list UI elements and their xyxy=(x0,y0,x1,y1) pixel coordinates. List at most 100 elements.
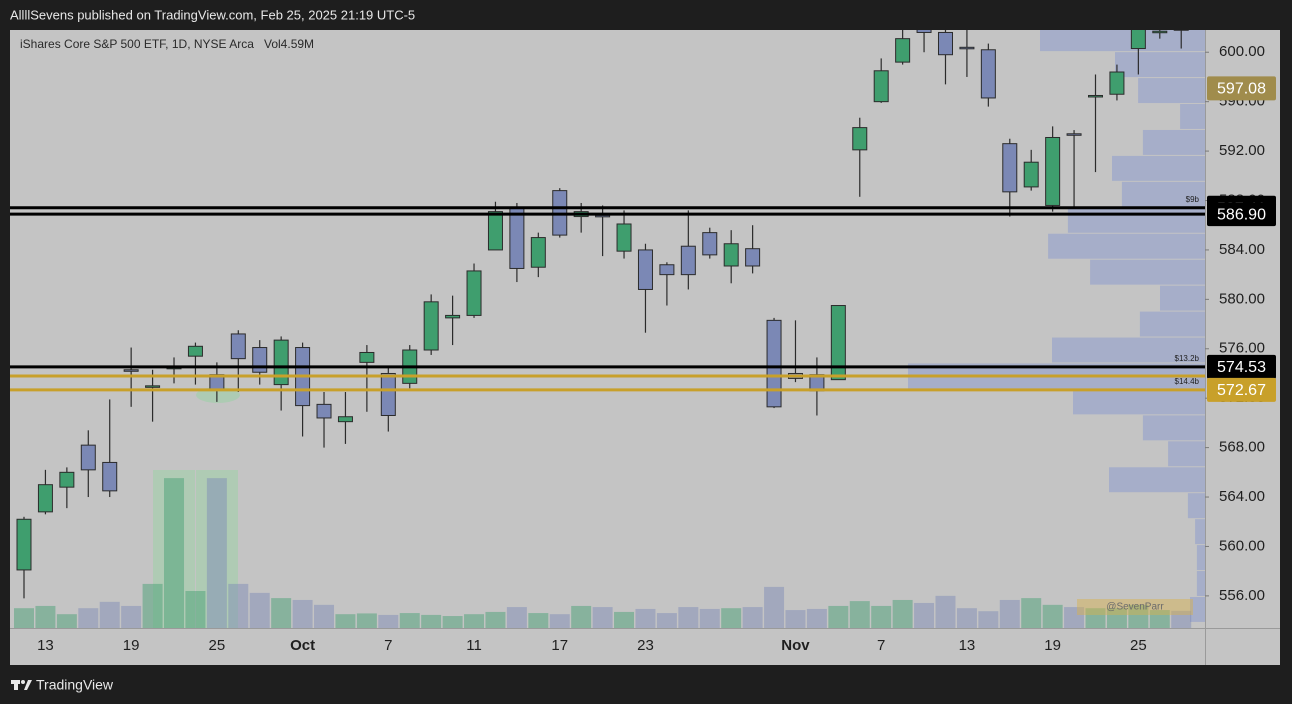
candle-body xyxy=(1088,94,1103,98)
volume-bar xyxy=(335,614,356,628)
candle-body xyxy=(530,237,546,268)
candle-body xyxy=(230,333,246,360)
candle-body xyxy=(59,471,75,488)
profile-bar xyxy=(1048,233,1205,259)
published-line: AllllSevens published on TradingView.com… xyxy=(10,7,415,22)
candle-body xyxy=(680,245,696,276)
candle-body xyxy=(316,403,332,419)
y-tick-label: 592.00 xyxy=(1219,142,1265,159)
legend: iShares Core S&P 500 ETF, 1D, NYSE Arca xyxy=(20,37,254,51)
y-tick-label: 600.00 xyxy=(1219,43,1265,60)
candle-body xyxy=(637,249,653,290)
profile-bar xyxy=(1138,78,1205,104)
candle-body xyxy=(359,351,375,363)
candle-body xyxy=(80,444,96,471)
volume-bar xyxy=(592,607,613,628)
profile-bar xyxy=(1121,181,1205,207)
volume-bar xyxy=(292,599,313,628)
volume-bar xyxy=(35,605,56,628)
volume-bar xyxy=(999,599,1020,628)
x-tick-label: 19 xyxy=(1044,637,1061,654)
candle-body xyxy=(445,314,461,319)
brand-logo xyxy=(11,680,32,690)
candle-body xyxy=(1023,161,1039,188)
profile-bar xyxy=(1112,155,1205,181)
volume-highlight xyxy=(196,470,238,628)
volume-bar xyxy=(1106,608,1127,628)
volume-bar xyxy=(1085,608,1106,628)
y-tick-label: 584.00 xyxy=(1219,241,1265,258)
profile-bar xyxy=(1040,30,1205,52)
x-tick-label: 19 xyxy=(123,637,140,654)
candle-body xyxy=(852,127,868,151)
profile-bar xyxy=(1142,415,1205,441)
brand: TradingView xyxy=(36,677,114,693)
profile-bar xyxy=(1109,467,1205,493)
profile-bar xyxy=(1196,571,1205,596)
candle-body xyxy=(16,518,32,571)
volume-bar xyxy=(806,608,827,628)
y-tick-label: 564.00 xyxy=(1219,488,1265,505)
profile-bar xyxy=(1142,129,1205,155)
volume-bar xyxy=(742,607,763,628)
volume-bar xyxy=(314,604,335,628)
profile-bar xyxy=(1139,311,1205,337)
volume-bar xyxy=(1128,604,1149,628)
candle-body xyxy=(145,385,161,388)
candle-body xyxy=(766,319,782,408)
candle-body xyxy=(702,232,718,256)
candle-body xyxy=(466,270,482,316)
profile-bar xyxy=(1115,52,1205,78)
volume-bar xyxy=(421,614,442,628)
volume-bar xyxy=(78,608,99,628)
candle-body xyxy=(487,211,503,251)
candle-body xyxy=(1173,30,1189,31)
x-tick-label: 13 xyxy=(37,637,54,654)
price-tag xyxy=(1207,354,1276,379)
profile-bar xyxy=(1187,493,1205,519)
volume-bar xyxy=(1042,604,1063,628)
volume-bar xyxy=(164,478,185,628)
x-tick-label: 13 xyxy=(959,637,976,654)
volume-bar xyxy=(699,608,720,628)
candle-body xyxy=(380,372,396,416)
profile-bar xyxy=(1168,441,1205,467)
volume-bar xyxy=(142,583,163,628)
profile-bar xyxy=(1052,337,1205,363)
volume-bar xyxy=(1064,607,1085,628)
volume-bar xyxy=(571,605,592,628)
volume-bar xyxy=(528,613,549,628)
volume-bar xyxy=(1021,598,1042,628)
volume-bar xyxy=(249,592,270,628)
profile-bar xyxy=(1196,545,1205,571)
volume-bar xyxy=(978,611,999,628)
watermark: @SevenParr xyxy=(1106,602,1164,613)
volume-bar xyxy=(442,616,463,628)
x-tick-label: 17 xyxy=(551,637,568,654)
y-tick-label: 580.00 xyxy=(1219,290,1265,307)
candle-body xyxy=(895,38,911,63)
volume-bar xyxy=(678,607,699,628)
volume-bar xyxy=(185,590,206,628)
x-tick-label: 25 xyxy=(1130,637,1147,654)
profile-bar xyxy=(1190,596,1205,622)
candle-body xyxy=(252,347,268,373)
candle-body xyxy=(1066,133,1082,136)
candle-body xyxy=(980,49,996,99)
candle-body xyxy=(830,305,846,381)
candle-body xyxy=(873,70,889,103)
level-annotation: $9b xyxy=(1186,195,1200,204)
x-tick-label: 7 xyxy=(877,637,885,654)
candle-body xyxy=(1109,71,1125,95)
volume-bar xyxy=(1149,610,1170,628)
volume-bar xyxy=(656,613,677,628)
candle-body xyxy=(1045,136,1061,206)
y-tick-label: 556.00 xyxy=(1219,587,1265,604)
profile-bar xyxy=(1067,207,1205,233)
volume-bar xyxy=(549,614,570,628)
candle-body xyxy=(1002,143,1018,193)
x-tick-label: Nov xyxy=(781,637,810,654)
volume-bar xyxy=(228,583,249,628)
